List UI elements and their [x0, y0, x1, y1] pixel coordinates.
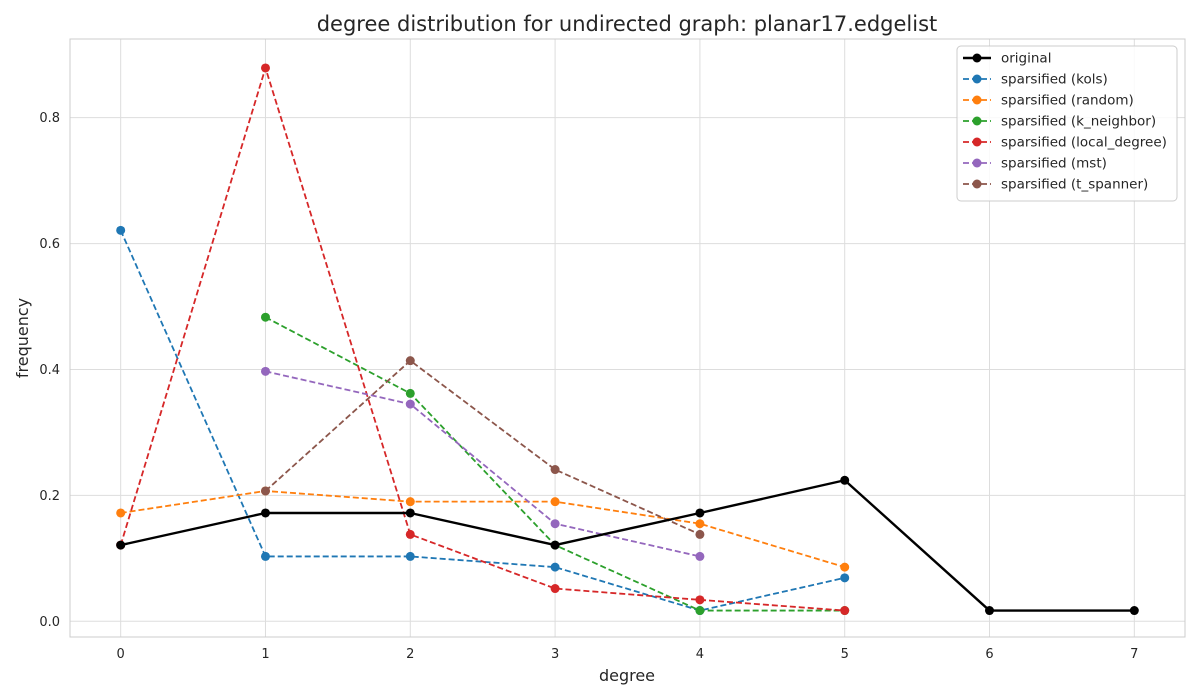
data-point [405, 399, 415, 409]
data-point [116, 540, 126, 550]
legend-marker [972, 116, 982, 126]
legend-item: sparsified (random) [963, 93, 1134, 109]
x-axis-label: degree [599, 666, 655, 685]
data-point [260, 551, 270, 561]
data-point [260, 486, 270, 496]
data-point [116, 225, 126, 235]
series-line [120, 479, 1135, 612]
y-tick-label: 0.2 [39, 489, 60, 504]
legend-item: sparsified (local_degree) [963, 135, 1167, 151]
legend-label: sparsified (t_spanner) [1001, 177, 1148, 193]
data-point [405, 508, 415, 518]
data-point [695, 519, 705, 529]
legend-box [956, 45, 1178, 202]
data-point [840, 606, 850, 616]
plot-area [69, 38, 1186, 638]
legend-label: sparsified (mst) [1001, 156, 1107, 172]
legend-marker [972, 179, 982, 189]
x-tick-label: 5 [841, 647, 849, 662]
data-point [116, 508, 126, 518]
data-point [695, 551, 705, 561]
legend-label: sparsified (local_degree) [1001, 135, 1167, 151]
series-line [265, 370, 701, 558]
legend-label: sparsified (k_neighbor) [1001, 114, 1156, 130]
legend-item: sparsified (t_spanner) [963, 177, 1148, 193]
legend-item: sparsified (kols) [963, 72, 1108, 88]
series-line [120, 490, 845, 568]
x-tick-label: 3 [551, 647, 559, 662]
x-tick-label: 6 [985, 647, 993, 662]
legend-label: original [1001, 51, 1051, 67]
data-point [260, 312, 270, 322]
legend-item: original [963, 51, 1051, 67]
series-1 [116, 225, 850, 616]
data-point [985, 606, 995, 616]
x-tick-label: 1 [261, 647, 269, 662]
data-point [840, 573, 850, 583]
data-point [260, 63, 270, 73]
legend-item: sparsified (k_neighbor) [963, 114, 1156, 130]
data-point [260, 366, 270, 376]
data-point [550, 465, 560, 475]
data-point [260, 508, 270, 518]
x-tick-label: 4 [696, 647, 704, 662]
series-layer [116, 63, 1139, 616]
series-line [119, 229, 845, 612]
data-point [695, 606, 705, 616]
legend-marker [972, 137, 982, 147]
legend-marker [972, 158, 982, 168]
legend-label: sparsified (kols) [1001, 72, 1108, 88]
data-point [405, 356, 415, 366]
y-tick-label: 0.6 [39, 237, 60, 252]
data-point [840, 562, 850, 572]
tick-labels: 0 1 2 3 4 5 6 7 0.0 0.2 0.4 0.6 0.8 [39, 111, 1138, 662]
y-tick-label: 0.4 [39, 363, 60, 378]
data-point [550, 562, 560, 572]
series-5 [260, 366, 705, 561]
series-6 [260, 356, 705, 539]
legend: original sparsified (kols) sparsified (ran… [956, 45, 1178, 202]
x-tick-label: 2 [406, 647, 414, 662]
x-tick-label: 7 [1130, 647, 1138, 662]
data-point [695, 529, 705, 539]
legend-item: sparsified (mst) [963, 156, 1107, 172]
data-point [405, 529, 415, 539]
x-tick-label: 0 [117, 647, 125, 662]
data-point [695, 595, 705, 605]
data-point [550, 584, 560, 594]
series-4 [116, 63, 850, 616]
series-line [119, 67, 845, 612]
data-point [405, 551, 415, 561]
series-0 [116, 475, 1139, 616]
data-point [550, 540, 560, 550]
data-point [405, 497, 415, 507]
data-point [695, 508, 705, 518]
data-point [1129, 606, 1139, 616]
series-line [264, 359, 701, 536]
legend-label: sparsified (random) [1001, 93, 1134, 109]
data-point [840, 475, 850, 485]
y-tick-label: 0.8 [39, 111, 60, 126]
data-point [550, 497, 560, 507]
data-point [550, 519, 560, 529]
chart-title: degree distribution for undirected graph… [317, 12, 938, 36]
legend-marker [972, 53, 982, 63]
legend-marker [972, 95, 982, 105]
y-axis-label: frequency [13, 298, 32, 378]
legend-marker [972, 74, 982, 84]
data-point [405, 388, 415, 398]
y-tick-label: 0.0 [39, 615, 60, 630]
